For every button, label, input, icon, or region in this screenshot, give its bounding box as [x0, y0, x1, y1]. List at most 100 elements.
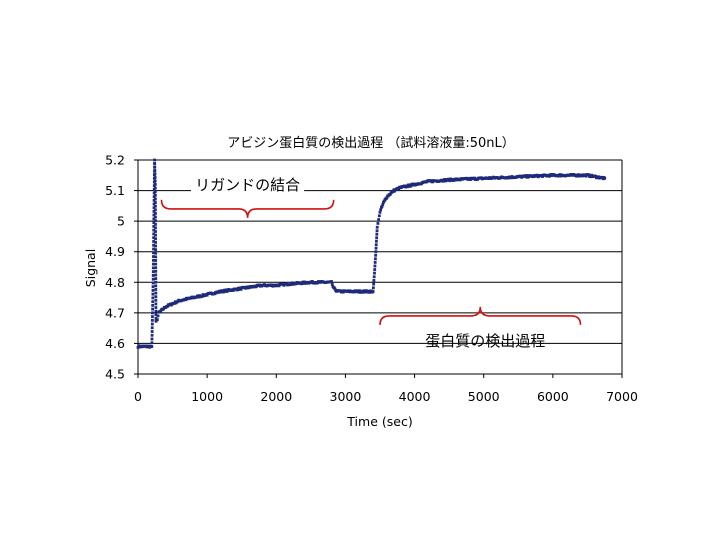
data-point	[375, 229, 379, 233]
data-point	[154, 208, 157, 212]
x-tick-label: 2000	[260, 389, 292, 404]
data-point	[584, 174, 588, 178]
data-point	[154, 306, 158, 309]
data-point	[153, 162, 157, 165]
data-point	[154, 244, 157, 248]
data-point	[151, 274, 155, 277]
data-point	[373, 264, 377, 268]
data-point	[154, 309, 158, 313]
data-point	[152, 228, 156, 232]
data-point	[154, 248, 158, 252]
data-points	[136, 158, 607, 349]
data-point	[153, 204, 157, 208]
data-point	[153, 158, 156, 162]
y-axis-ticks: 4.5 4.6 4.7 4.8 4.9 5 5.1 5.2	[105, 153, 138, 382]
data-point	[374, 250, 378, 254]
data-point	[153, 183, 157, 186]
data-point	[154, 259, 158, 262]
data-point	[150, 326, 154, 330]
x-tick-label: 7000	[606, 389, 638, 404]
data-point	[150, 318, 154, 322]
data-point	[151, 300, 155, 304]
data-point	[151, 311, 154, 315]
data-point	[151, 289, 155, 292]
data-point	[380, 204, 384, 208]
data-point	[150, 330, 154, 333]
data-point	[154, 215, 157, 219]
data-point	[154, 302, 158, 306]
data-point	[381, 203, 385, 206]
data-point	[373, 268, 377, 271]
x-tick-label: 1000	[191, 389, 223, 404]
data-point	[379, 208, 383, 212]
y-tick-label: 5	[117, 214, 125, 229]
data-point	[330, 280, 333, 284]
data-point	[375, 239, 378, 243]
data-point	[374, 243, 378, 247]
y-tick-label: 5.2	[105, 153, 125, 168]
data-point	[373, 271, 376, 275]
x-tick-label: 6000	[537, 389, 569, 404]
data-point	[154, 266, 158, 270]
data-point	[153, 179, 157, 183]
data-point	[406, 185, 410, 189]
data-point	[154, 219, 157, 223]
data-point	[153, 186, 157, 190]
data-point	[154, 240, 157, 244]
data-point	[372, 282, 376, 286]
data-point	[151, 266, 155, 270]
data-point	[156, 314, 160, 318]
chart-title: アビジン蛋白質の検出過程 （試料溶液量:50nL）	[227, 135, 515, 151]
x-tick-label: 3000	[330, 389, 362, 404]
data-point	[150, 345, 154, 348]
data-point	[333, 287, 337, 291]
data-point	[150, 341, 154, 345]
annotation-label-background	[191, 174, 305, 195]
data-point	[525, 174, 528, 177]
data-point	[151, 281, 155, 285]
data-point	[330, 283, 334, 286]
data-point	[153, 197, 157, 201]
data-point	[594, 174, 598, 178]
data-point	[205, 293, 209, 297]
data-point	[374, 246, 378, 250]
data-point	[152, 209, 156, 213]
data-point	[152, 240, 156, 243]
data-point	[375, 225, 379, 229]
y-tick-label: 4.9	[105, 244, 125, 259]
data-point	[152, 236, 156, 240]
data-point	[154, 288, 158, 291]
data-point	[374, 253, 378, 257]
y-tick-label: 4.6	[105, 336, 125, 351]
annotation-brace	[379, 306, 582, 325]
data-point	[154, 284, 158, 288]
data-point	[154, 298, 158, 302]
data-point	[442, 179, 446, 183]
x-tick-label: 5000	[468, 389, 500, 404]
data-point	[372, 275, 376, 279]
data-point	[377, 214, 381, 218]
x-axis-ticks: 0 1000 2000 3000 4000 5000 6000 7000	[134, 374, 638, 404]
data-point	[151, 307, 154, 311]
y-tick-label: 5.1	[105, 183, 125, 198]
data-point	[378, 210, 382, 214]
data-point	[154, 251, 158, 255]
data-point	[152, 247, 155, 251]
annotation-brace	[160, 199, 335, 218]
data-point	[152, 243, 155, 247]
data-point	[375, 232, 379, 236]
data-point	[603, 176, 607, 180]
data-point	[152, 198, 156, 202]
data-point	[152, 255, 155, 258]
data-point	[151, 296, 155, 300]
data-point	[358, 289, 362, 293]
data-point	[371, 286, 375, 290]
data-point	[154, 280, 158, 284]
data-point	[154, 273, 158, 277]
data-point	[152, 221, 156, 224]
data-point	[154, 295, 158, 299]
data-point	[152, 232, 156, 236]
data-point	[153, 190, 157, 194]
data-point	[373, 257, 377, 261]
